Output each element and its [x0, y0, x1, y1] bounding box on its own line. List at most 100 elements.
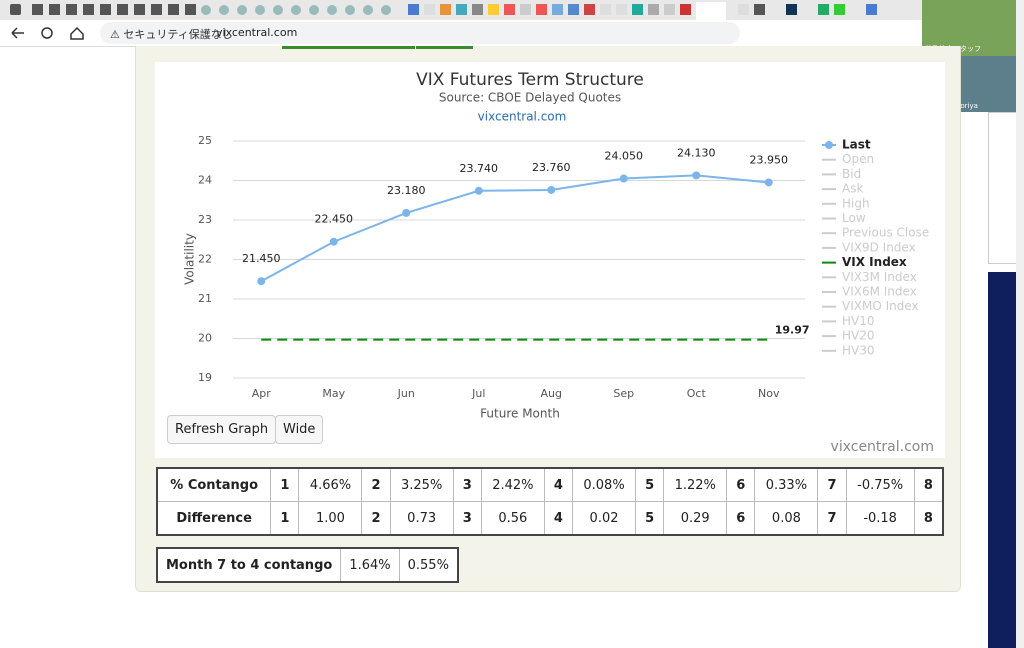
tab-icon[interactable]: [237, 5, 247, 15]
legend-label[interactable]: VIXMO Index: [842, 299, 919, 313]
x-axis-label: Future Month: [480, 407, 560, 421]
legend-label[interactable]: HV10: [842, 314, 875, 328]
wide-button[interactable]: Wide: [275, 415, 324, 444]
tab-icon[interactable]: [616, 4, 627, 15]
chart: VIX Futures Term Structure Source: CBOE …: [183, 70, 935, 455]
tab-icon[interactable]: [584, 4, 595, 15]
tab-icon[interactable]: [83, 4, 94, 15]
legend-label[interactable]: VIX Index: [842, 255, 907, 269]
chart-link[interactable]: vixcentral.com: [478, 110, 567, 124]
tab-icon[interactable]: [754, 4, 765, 15]
x-tick-label: Apr: [252, 387, 272, 400]
security-warning[interactable]: ⚠ セキュリティ保護なし: [110, 28, 233, 41]
tab-icon[interactable]: [600, 4, 611, 15]
tab-icon[interactable]: [49, 4, 60, 15]
table-cell: 0.55%: [398, 547, 459, 583]
legend-label[interactable]: Bid: [842, 167, 861, 181]
tab-icon[interactable]: [134, 4, 145, 15]
table-cell: 4: [543, 501, 574, 536]
table-cell: 3.25%: [389, 467, 454, 502]
tab-icon[interactable]: [201, 5, 211, 15]
data-point: [474, 186, 483, 195]
legend-label[interactable]: Low: [842, 211, 866, 225]
address-bar[interactable]: [100, 22, 740, 44]
url[interactable]: vixcentral.com: [216, 26, 298, 39]
tab-icon[interactable]: [818, 4, 829, 15]
back-button[interactable]: [11, 27, 24, 39]
data-point: [257, 277, 266, 286]
data-point: [764, 178, 773, 187]
tab-icon[interactable]: [151, 4, 162, 15]
tab-icon[interactable]: [10, 4, 21, 15]
table-cell: 6: [726, 501, 756, 536]
tab-icon[interactable]: [664, 4, 675, 15]
tab-icon[interactable]: [327, 5, 337, 15]
nav-tab-indicator: [282, 46, 415, 49]
active-tab[interactable]: [696, 2, 726, 20]
table-cell: 1.22%: [663, 467, 728, 502]
table-cell: 1: [270, 467, 300, 502]
tab-icon[interactable]: [117, 4, 128, 15]
tab-icon[interactable]: [363, 5, 373, 15]
tab-icon[interactable]: [345, 5, 355, 15]
table-cell: 0.73: [389, 501, 454, 536]
table-cell: -0.18: [845, 501, 915, 536]
y-tick-label: 19: [198, 371, 212, 384]
nav-buttons: [11, 26, 84, 40]
x-tick-label: Jul: [471, 387, 485, 400]
tab-icon[interactable]: [866, 4, 877, 15]
legend-marker: [825, 141, 833, 149]
legend-label[interactable]: HV30: [842, 343, 875, 357]
chart-subtitle: Source: CBOE Delayed Quotes: [439, 91, 621, 105]
legend-label[interactable]: HV20: [842, 329, 875, 343]
legend-label[interactable]: High: [842, 196, 870, 210]
tab-icon[interactable]: [520, 4, 531, 15]
reload-button[interactable]: [41, 27, 53, 39]
y-axis-label: Volatility: [183, 233, 197, 285]
tab-icon[interactable]: [488, 4, 499, 15]
tab-icon[interactable]: [219, 5, 229, 15]
home-button[interactable]: [70, 26, 84, 40]
refresh-button[interactable]: Refresh Graph: [167, 415, 277, 444]
table-cell: 8: [913, 467, 944, 502]
legend-label[interactable]: Open: [842, 152, 874, 166]
legend-label[interactable]: Ask: [842, 182, 863, 196]
tab-icon[interactable]: [568, 4, 579, 15]
tab-icon[interactable]: [32, 4, 43, 15]
tab-icon[interactable]: [381, 5, 391, 15]
tab-icon[interactable]: [786, 4, 797, 15]
tab-icon[interactable]: [255, 5, 265, 15]
scrollbar[interactable]: [1016, 0, 1024, 648]
legend-label[interactable]: Last: [842, 138, 871, 152]
tab-icon[interactable]: [738, 4, 749, 15]
tab-icon[interactable]: [834, 4, 845, 15]
tab-icon[interactable]: [472, 4, 483, 15]
table-cell: 2: [361, 501, 391, 536]
tab-icon[interactable]: [680, 4, 691, 15]
tab-icon[interactable]: [273, 5, 283, 15]
tab-icon[interactable]: [185, 4, 196, 15]
tab-icon[interactable]: [168, 4, 179, 15]
data-label: 23.740: [460, 162, 499, 175]
legend-label[interactable]: VIX3M Index: [842, 270, 917, 284]
tab-icon[interactable]: [440, 4, 451, 15]
tab-icon[interactable]: [100, 4, 111, 15]
tab-icon[interactable]: [309, 5, 319, 15]
data-point: [402, 208, 411, 217]
legend-label[interactable]: VIX9D Index: [842, 240, 916, 254]
tab-icon[interactable]: [291, 5, 301, 15]
tab-icon[interactable]: [536, 4, 547, 15]
legend-label[interactable]: Previous Close: [842, 226, 929, 240]
tab-icon[interactable]: [504, 4, 515, 15]
tab-icon[interactable]: [66, 4, 77, 15]
tab-icon[interactable]: [408, 4, 419, 15]
legend-label[interactable]: VIX6M Index: [842, 285, 917, 299]
nav-tab-indicator: [416, 46, 473, 49]
tab-icon[interactable]: [632, 4, 643, 15]
table-cell: Difference: [156, 501, 272, 536]
tab-icon[interactable]: [456, 4, 467, 15]
tab-icon[interactable]: [648, 4, 659, 15]
tab-icon[interactable]: [552, 4, 563, 15]
data-label: 24.130: [677, 146, 716, 159]
tab-icon[interactable]: [424, 4, 435, 15]
